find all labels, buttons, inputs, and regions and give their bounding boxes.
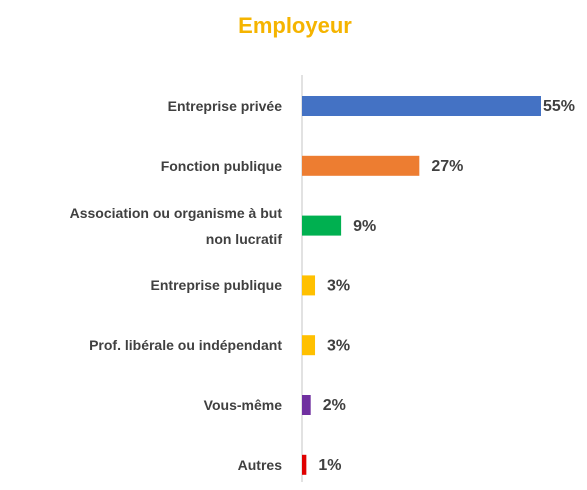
bar (302, 395, 311, 415)
category-label: Fonction publique (160, 157, 282, 174)
category-label: Prof. libérale ou indépendant (89, 337, 282, 354)
value-label: 9% (353, 218, 376, 235)
value-label: 1% (318, 457, 341, 474)
category-label: Entreprise publique (150, 277, 282, 294)
bar (302, 335, 316, 356)
value-label: 3% (327, 337, 350, 354)
category-label: Association ou organisme à but non lucra… (69, 204, 282, 247)
value-label: 2% (323, 397, 346, 414)
bar (302, 96, 541, 116)
bar (302, 275, 316, 296)
value-label: 27% (431, 158, 463, 175)
category-label: Entreprise privée (167, 98, 282, 114)
category-label: Vous-même (203, 397, 282, 413)
bar (302, 215, 342, 236)
value-label: 55% (543, 98, 575, 115)
bar (302, 155, 420, 176)
bar (302, 454, 307, 475)
category-label: Autres (237, 456, 282, 473)
chart-title: Employeur (238, 13, 352, 38)
value-label: 3% (327, 278, 350, 295)
